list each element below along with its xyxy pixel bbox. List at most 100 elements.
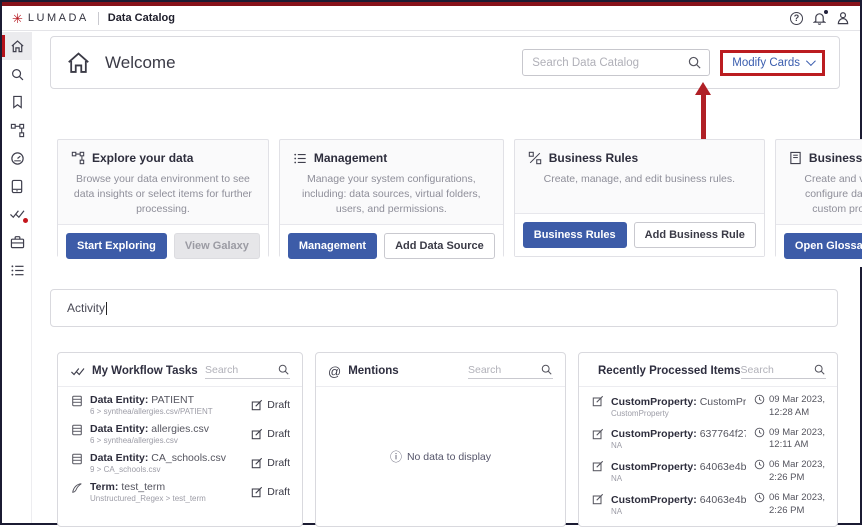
row-path: NA: [611, 441, 623, 451]
workflow-task-row[interactable]: Term: test_term Unstructured_Regex > tes…: [70, 481, 290, 503]
term-icon: [72, 483, 82, 493]
search-input[interactable]: [468, 363, 540, 376]
search-icon[interactable]: [540, 363, 553, 376]
search-icon[interactable]: [277, 363, 290, 376]
open-glossary-button[interactable]: Open Glossary: [783, 232, 862, 259]
workflow-task-row[interactable]: Data Entity: allergies.csv 6 > synthea/a…: [70, 423, 290, 445]
workflow-task-row[interactable]: Data Entity: CA_schools.csv 9 > CA_schoo…: [70, 452, 290, 474]
sidebar-item-catalog[interactable]: [2, 172, 32, 200]
recent-search: [740, 363, 826, 379]
row-type: Data Entity:: [90, 423, 149, 435]
workflow-tasks-panel: My Workflow Tasks: [57, 352, 303, 527]
search-icon[interactable]: [813, 363, 826, 376]
edit-icon: [592, 395, 604, 407]
edit-icon: [592, 461, 604, 472]
search-input[interactable]: [740, 363, 813, 376]
sidebar-item-dashboard[interactable]: [2, 144, 32, 172]
approvals-badge: [23, 218, 28, 223]
modify-cards-button[interactable]: Modify Cards: [732, 56, 800, 69]
page-title: Welcome: [105, 52, 176, 72]
edit-icon: [592, 493, 604, 505]
row-value: test_term: [121, 481, 166, 493]
edit-icon: [252, 399, 263, 411]
processed-item-row[interactable]: CustomProperty: CustomProperty CustomPro…: [591, 394, 825, 420]
app-title: Data Catalog: [107, 12, 175, 24]
chevron-down-icon: [805, 56, 816, 67]
row-value: CustomProperty: [699, 395, 746, 408]
sidebar-item-search[interactable]: [2, 60, 32, 88]
main-content: Welcome Modify Cards: [32, 32, 862, 527]
row-type: CustomProperty:: [611, 461, 697, 474]
edit-icon: [252, 428, 263, 440]
row-value: 637764f277e08f8fd23a3: [699, 428, 746, 441]
empty-message: No data to display: [406, 450, 492, 463]
search-input[interactable]: [522, 49, 711, 76]
data-entity-icon: [72, 453, 82, 465]
sidebar-item-toolbox[interactable]: [2, 228, 32, 256]
row-path: 6 > synthea/allergies.csv: [90, 436, 178, 445]
sidebar-item-home[interactable]: [2, 32, 32, 60]
rules-icon: [528, 151, 541, 165]
draft-link[interactable]: Draft: [251, 428, 290, 440]
panel-title: My Workflow Tasks: [92, 365, 198, 377]
user-icon[interactable]: [836, 11, 850, 25]
sidebar-item-galaxy[interactable]: [2, 116, 32, 144]
draft-link[interactable]: Draft: [251, 457, 290, 469]
timestamp: 09 Mar 2023, 12:28 AM: [769, 394, 825, 418]
welcome-home-icon: [68, 51, 89, 73]
card-management: Management Manage your system configurat…: [278, 139, 504, 267]
card-description: Create, manage, and edit business rules.: [543, 173, 736, 185]
row-value: 64063e4bd497acc361f0: [699, 461, 747, 474]
help-icon[interactable]: ?: [790, 11, 803, 25]
draft-link[interactable]: Draft: [251, 399, 290, 411]
row-value: CA_schools.csv: [151, 452, 226, 464]
workflow-tasks-icon: [71, 367, 85, 375]
edit-icon: [592, 428, 604, 439]
row-type: Term:: [90, 481, 119, 493]
approvals-icon: [10, 210, 25, 219]
card-explore-your-data: Explore your data Browse your data envir…: [57, 139, 269, 267]
sidebar-item-bookmarks[interactable]: [2, 88, 32, 116]
activity-panel[interactable]: Activity: [50, 289, 838, 327]
timestamp: 06 Mar 2023, 2:26 PM: [769, 491, 825, 516]
draft-link[interactable]: Draft: [251, 486, 290, 498]
row-path: CustomProperty: [611, 408, 669, 418]
clock-icon: [754, 492, 765, 503]
recently-processed-panel: Recently Processed Items Cust: [578, 352, 838, 527]
search-icon[interactable]: [687, 55, 702, 70]
row-path: 6 > synthea/allergies.csv/PATIENT: [90, 407, 213, 416]
bookmark-icon: [12, 95, 22, 109]
add-data-source-button[interactable]: Add Data Source: [384, 232, 495, 259]
row-type: CustomProperty:: [611, 428, 697, 441]
text-cursor: [106, 301, 108, 315]
notifications-button[interactable]: [813, 10, 828, 25]
processed-item-row[interactable]: CustomProperty: 64063e4bd497acc361f0 NA …: [591, 459, 825, 485]
card-description: Create and view business terms, configur…: [804, 173, 862, 216]
business-rules-button[interactable]: Business Rules: [522, 222, 627, 248]
management-button[interactable]: Management: [287, 232, 378, 259]
empty-state: ⓘ No data to display: [328, 394, 553, 519]
sidebar-item-approvals[interactable]: [2, 200, 32, 228]
row-value: PATIENT: [151, 394, 195, 406]
data-entity-icon: [72, 424, 82, 436]
search-input[interactable]: [205, 363, 277, 376]
mention-icon: @: [328, 363, 342, 379]
sidebar-item-list[interactable]: [2, 256, 32, 284]
processed-item-row[interactable]: CustomProperty: 637764f277e08f8fd23a3 NA…: [591, 427, 825, 453]
edit-icon: [252, 486, 263, 498]
row-path: NA: [611, 506, 623, 516]
draft-label: Draft: [267, 399, 290, 411]
card-business-glossary: Business Glossary Create and view busine…: [774, 139, 862, 267]
galaxy-icon: [10, 123, 24, 137]
start-exploring-button[interactable]: Start Exploring: [66, 232, 167, 259]
card-description: Manage your system configurations, inclu…: [302, 173, 481, 216]
add-business-rule-button[interactable]: Add Business Rule: [633, 222, 756, 248]
welcome-panel: Welcome Modify Cards: [50, 36, 840, 89]
catalog-icon: [11, 179, 23, 193]
workflow-task-row[interactable]: Data Entity: PATIENT 6 > synthea/allergi…: [70, 394, 290, 416]
card-title: Business Glossary: [808, 151, 862, 165]
top-bar: ✳ LUMADA Data Catalog ?: [2, 6, 860, 31]
processed-item-row[interactable]: CustomProperty: 64063e4bd497acc361f0 NA …: [591, 492, 825, 518]
catalog-search: [522, 49, 711, 76]
view-galaxy-button[interactable]: View Galaxy: [173, 232, 260, 259]
